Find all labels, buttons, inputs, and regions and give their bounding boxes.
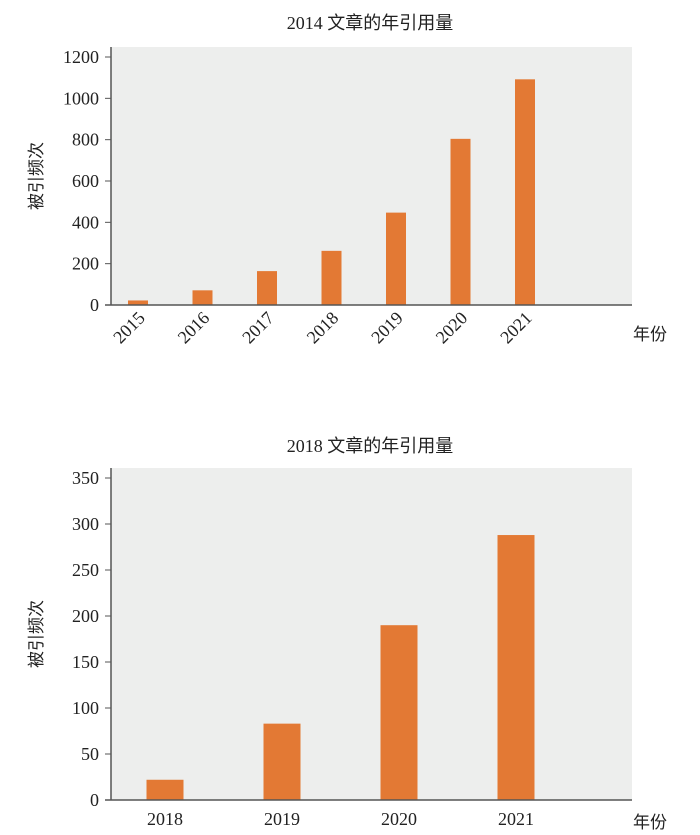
bar-2021 [497, 535, 535, 800]
x-tick-label: 2021 [496, 308, 536, 348]
x-tick-label: 2016 [174, 308, 214, 348]
y-tick-label: 100 [72, 698, 99, 718]
bar-2016 [192, 290, 213, 305]
bar-2017 [257, 271, 277, 305]
y-tick-label: 350 [72, 468, 99, 488]
x-axis-label: 年份 [633, 325, 667, 344]
y-tick-label: 1000 [63, 88, 99, 108]
y-tick-label: 200 [72, 606, 99, 626]
y-tick-label: 600 [72, 171, 99, 191]
x-tick-label: 2018 [303, 308, 343, 348]
chart-title: 2018 文章的年引用量 [287, 436, 454, 456]
y-tick-label: 0 [90, 790, 99, 810]
x-tick-label: 2015 [109, 308, 149, 348]
y-tick-label: 200 [72, 254, 99, 274]
x-tick-label: 2020 [432, 308, 472, 348]
bar-2020 [380, 625, 418, 800]
y-tick-label: 50 [81, 744, 99, 764]
y-axis-label: 被引频次 [27, 142, 46, 210]
y-axis-label: 被引频次 [27, 600, 46, 668]
y-tick-label: 150 [72, 652, 99, 672]
chart-title: 2014 文章的年引用量 [287, 13, 454, 33]
bar-2018 [146, 779, 184, 800]
bar-2019 [263, 723, 301, 800]
x-tick-label: 2020 [381, 809, 417, 829]
bar-2015 [128, 300, 148, 305]
bar-2018 [321, 250, 342, 305]
y-tick-label: 1200 [63, 47, 99, 67]
x-tick-label: 2021 [498, 809, 534, 829]
y-tick-label: 800 [72, 130, 99, 150]
bar-2020 [450, 138, 471, 305]
x-axis-label: 年份 [633, 813, 667, 832]
y-tick-label: 400 [72, 212, 99, 232]
x-tick-label: 2019 [367, 308, 407, 348]
bar-2019 [386, 212, 406, 305]
x-tick-label: 2018 [147, 809, 183, 829]
plot-background [111, 468, 632, 800]
plot-background [111, 47, 632, 305]
y-tick-label: 250 [72, 560, 99, 580]
y-tick-label: 300 [72, 514, 99, 534]
y-tick-label: 0 [90, 295, 99, 315]
bar-2021 [515, 79, 535, 305]
x-tick-label: 2017 [238, 308, 278, 348]
x-tick-label: 2019 [264, 809, 300, 829]
